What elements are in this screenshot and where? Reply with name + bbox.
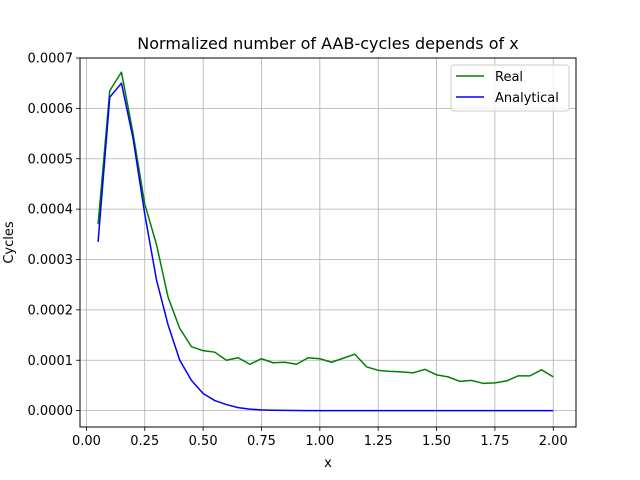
x-axis: 0.00 0.25 0.50 0.75 1.00 1.25 1.50 1.75 2.00 [72,427,568,449]
plot-area [80,58,576,427]
y-tick-label: 0.0003 [28,253,74,268]
legend-label-analytical: Analytical [495,91,559,106]
x-tick-label: 1.50 [422,434,451,449]
y-axis-label: Cycles [2,221,17,264]
series-line-real [97,71,554,385]
x-tick-label: 0.25 [130,434,159,449]
chart-title: Normalized number of AAB-cycles depends … [137,34,518,53]
series-layer [97,71,554,412]
plot-frame [79,57,577,428]
y-tick-label: 0.0007 [28,52,74,67]
y-tick-label: 0.0000 [28,404,74,419]
y-tick-label: 0.0001 [28,354,74,369]
x-axis-label: x [324,456,332,471]
y-tick-label: 0.0005 [28,152,74,167]
y-tick-label: 0.0006 [28,102,74,117]
x-tick-label: 2.00 [539,434,568,449]
x-tick-label: 1.75 [480,434,509,449]
y-tick-label: 0.0002 [28,303,74,318]
x-tick-label: 0.75 [247,434,276,449]
y-tick-label: 0.0004 [28,203,74,218]
legend-label-real: Real [495,70,523,85]
x-tick-label: 0.50 [189,434,218,449]
series-line-analytical [97,82,554,412]
y-axis: 0.0000 0.0001 0.0002 0.0003 0.0004 0.0005 0.00… [28,52,80,419]
x-tick-label: 0.00 [72,434,101,449]
x-tick-label: 1.25 [364,434,393,449]
legend: Real Analytical [450,64,570,112]
x-tick-label: 1.00 [305,434,334,449]
